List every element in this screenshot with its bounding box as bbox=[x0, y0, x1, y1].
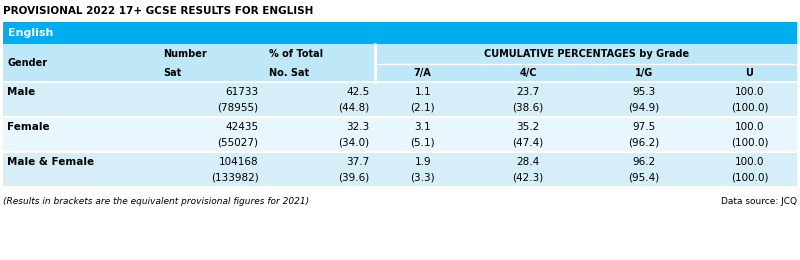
Text: (96.2): (96.2) bbox=[629, 137, 660, 147]
Text: 1/G: 1/G bbox=[635, 68, 654, 78]
Text: (44.8): (44.8) bbox=[338, 102, 370, 112]
Text: (100.0): (100.0) bbox=[730, 137, 768, 147]
Text: 61733: 61733 bbox=[226, 87, 258, 97]
Text: 100.0: 100.0 bbox=[734, 122, 764, 132]
Text: (100.0): (100.0) bbox=[730, 172, 768, 182]
Text: Sat: Sat bbox=[163, 68, 182, 78]
Text: 104168: 104168 bbox=[219, 157, 258, 167]
Text: 1.9: 1.9 bbox=[414, 157, 431, 167]
Bar bbox=[3, 22, 797, 44]
Text: (2.1): (2.1) bbox=[410, 102, 435, 112]
Text: (5.1): (5.1) bbox=[410, 137, 435, 147]
Text: PROVISIONAL 2022 17+ GCSE RESULTS FOR ENGLISH: PROVISIONAL 2022 17+ GCSE RESULTS FOR EN… bbox=[3, 6, 314, 16]
Text: 100.0: 100.0 bbox=[734, 157, 764, 167]
Text: U: U bbox=[746, 68, 754, 78]
Text: 37.7: 37.7 bbox=[346, 157, 370, 167]
Text: 100.0: 100.0 bbox=[734, 87, 764, 97]
Text: Female: Female bbox=[7, 122, 50, 132]
Text: Male: Male bbox=[7, 87, 35, 97]
Text: 28.4: 28.4 bbox=[517, 157, 540, 167]
Text: 1.1: 1.1 bbox=[414, 87, 431, 97]
Text: 42435: 42435 bbox=[226, 122, 258, 132]
Text: 32.3: 32.3 bbox=[346, 122, 370, 132]
Text: (55027): (55027) bbox=[218, 137, 258, 147]
Bar bbox=[3, 117, 797, 152]
Text: 3.1: 3.1 bbox=[414, 122, 431, 132]
Bar bbox=[3, 44, 797, 82]
Text: 7/A: 7/A bbox=[414, 68, 431, 78]
Text: Male & Female: Male & Female bbox=[7, 157, 94, 167]
Text: 42.5: 42.5 bbox=[346, 87, 370, 97]
Text: CUMULATIVE PERCENTAGES by Grade: CUMULATIVE PERCENTAGES by Grade bbox=[483, 49, 689, 59]
Text: Data source: JCQ: Data source: JCQ bbox=[721, 197, 797, 205]
Text: (78955): (78955) bbox=[218, 102, 258, 112]
Text: 97.5: 97.5 bbox=[633, 122, 656, 132]
Text: 35.2: 35.2 bbox=[517, 122, 540, 132]
Text: (47.4): (47.4) bbox=[513, 137, 544, 147]
Text: Number: Number bbox=[163, 49, 207, 59]
Text: (95.4): (95.4) bbox=[629, 172, 660, 182]
Text: (39.6): (39.6) bbox=[338, 172, 370, 182]
Bar bbox=[3, 82, 797, 117]
Text: (94.9): (94.9) bbox=[629, 102, 660, 112]
Text: % of Total: % of Total bbox=[269, 49, 322, 59]
Text: English: English bbox=[8, 28, 54, 38]
Text: (100.0): (100.0) bbox=[730, 102, 768, 112]
Text: (133982): (133982) bbox=[210, 172, 258, 182]
Text: (Results in brackets are the equivalent provisional figures for 2021): (Results in brackets are the equivalent … bbox=[3, 197, 309, 205]
Bar bbox=[3, 152, 797, 187]
Text: (42.3): (42.3) bbox=[513, 172, 544, 182]
Text: (34.0): (34.0) bbox=[338, 137, 370, 147]
Text: 96.2: 96.2 bbox=[633, 157, 656, 167]
Text: Gender: Gender bbox=[7, 58, 47, 68]
Text: (3.3): (3.3) bbox=[410, 172, 435, 182]
Text: No. Sat: No. Sat bbox=[269, 68, 309, 78]
Text: (38.6): (38.6) bbox=[513, 102, 544, 112]
Text: 23.7: 23.7 bbox=[517, 87, 540, 97]
Text: 4/C: 4/C bbox=[519, 68, 537, 78]
Text: 95.3: 95.3 bbox=[633, 87, 656, 97]
